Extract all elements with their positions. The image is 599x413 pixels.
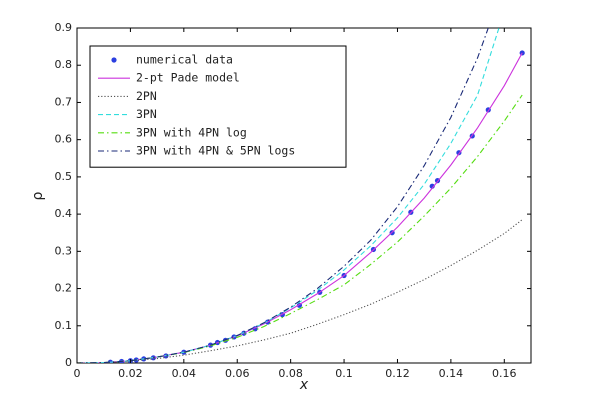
legend-label: numerical data — [136, 53, 233, 67]
legend-marker — [111, 57, 117, 63]
legend-box — [89, 45, 347, 168]
x-axis-label: x — [299, 377, 309, 393]
data-point — [429, 183, 435, 189]
y-tick-label: 0.5 — [55, 170, 73, 183]
x-tick-label: 0.1 — [335, 367, 353, 380]
y-tick-label: 0.9 — [55, 21, 73, 34]
x-tick-label: 0.04 — [172, 367, 197, 380]
y-tick-label: 0.1 — [55, 319, 73, 332]
y-tick-label: 0.2 — [55, 282, 73, 295]
legend: numerical data 2-pt Pade model 2PN 3PN 3PN w… — [89, 45, 347, 168]
x-tick-label: 0.14 — [439, 367, 464, 380]
plot-layer — [77, 28, 525, 363]
y-axis-label: ρ — [30, 191, 46, 200]
legend-label: 2PN — [136, 89, 157, 103]
y-tick-label: 0.6 — [55, 133, 73, 146]
x-tick-label: 0.02 — [118, 367, 143, 380]
y-tick-label: 0.3 — [55, 244, 73, 257]
x-tick-label: 0 — [74, 367, 81, 380]
x-tick-label: 0.08 — [278, 367, 303, 380]
series-line — [77, 94, 523, 363]
y-tick-label: 0.8 — [55, 58, 73, 71]
legend-label: 2-pt Pade model — [136, 71, 240, 85]
y-tick-label: 0.4 — [55, 207, 73, 220]
series-line — [77, 28, 489, 363]
y-tick-label: 0 — [65, 356, 72, 369]
legend-label: 3PN with 4PN log — [136, 125, 247, 139]
legend-label: 3PN with 4PN & 5PN logs — [136, 144, 295, 158]
legend-label: 3PN — [136, 107, 157, 121]
x-tick-label: 0.16 — [492, 367, 517, 380]
x-tick-label: 0.06 — [225, 367, 250, 380]
y-tick-label: 0.7 — [55, 95, 73, 108]
x-tick-label: 0.12 — [385, 367, 410, 380]
